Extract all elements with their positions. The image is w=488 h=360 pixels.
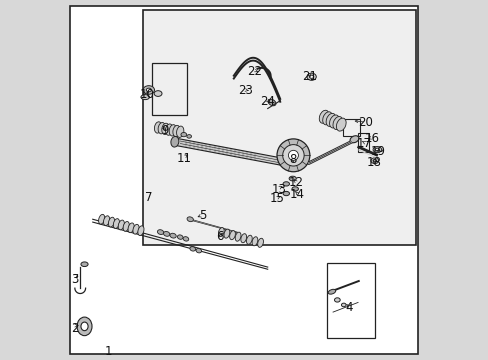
Ellipse shape: [176, 126, 183, 138]
Text: 16: 16: [364, 132, 379, 145]
Polygon shape: [175, 138, 289, 167]
Ellipse shape: [103, 216, 109, 225]
Text: 9: 9: [161, 124, 169, 137]
Ellipse shape: [341, 303, 346, 307]
Text: 24: 24: [260, 95, 275, 108]
Ellipse shape: [81, 262, 88, 266]
Ellipse shape: [372, 147, 381, 153]
Ellipse shape: [336, 118, 346, 131]
Ellipse shape: [224, 229, 229, 238]
Ellipse shape: [329, 115, 339, 128]
Ellipse shape: [146, 88, 151, 92]
Ellipse shape: [108, 217, 114, 227]
Bar: [151, 63, 187, 115]
Ellipse shape: [327, 289, 335, 294]
Text: 7: 7: [145, 191, 152, 204]
Ellipse shape: [157, 230, 163, 234]
Ellipse shape: [183, 237, 188, 241]
Ellipse shape: [118, 220, 124, 230]
Bar: [342, 119, 359, 136]
Ellipse shape: [113, 219, 119, 228]
Text: 22: 22: [246, 65, 262, 78]
Circle shape: [282, 145, 304, 166]
Ellipse shape: [173, 125, 180, 137]
Text: 19: 19: [370, 145, 385, 158]
Ellipse shape: [143, 86, 154, 94]
Ellipse shape: [165, 124, 172, 135]
Ellipse shape: [375, 148, 379, 151]
Ellipse shape: [257, 238, 263, 247]
Ellipse shape: [306, 73, 316, 80]
Ellipse shape: [241, 234, 246, 243]
Text: 1: 1: [104, 345, 112, 358]
Text: 18: 18: [366, 156, 381, 168]
Ellipse shape: [218, 228, 224, 237]
Circle shape: [276, 139, 309, 172]
Ellipse shape: [291, 187, 298, 191]
Text: 8: 8: [289, 153, 296, 166]
Text: 4: 4: [345, 301, 352, 314]
Ellipse shape: [99, 214, 104, 224]
Ellipse shape: [319, 110, 328, 123]
Bar: [357, 133, 368, 153]
Ellipse shape: [170, 136, 179, 147]
Text: 3: 3: [71, 273, 79, 286]
Text: 17: 17: [356, 137, 371, 150]
Ellipse shape: [283, 182, 289, 186]
Ellipse shape: [370, 158, 378, 163]
Ellipse shape: [322, 112, 332, 125]
Text: 6: 6: [215, 230, 223, 243]
Ellipse shape: [138, 226, 144, 235]
Ellipse shape: [133, 224, 139, 234]
Text: 2: 2: [71, 322, 79, 335]
Ellipse shape: [187, 217, 193, 222]
Ellipse shape: [77, 317, 92, 336]
Ellipse shape: [267, 99, 275, 106]
Ellipse shape: [154, 91, 162, 96]
Text: 14: 14: [289, 188, 304, 201]
Text: 15: 15: [269, 192, 284, 206]
Ellipse shape: [246, 235, 252, 244]
Ellipse shape: [186, 135, 191, 138]
Ellipse shape: [309, 75, 313, 78]
Text: 13: 13: [271, 183, 285, 196]
Text: 23: 23: [237, 84, 252, 97]
Ellipse shape: [154, 122, 162, 133]
Ellipse shape: [162, 123, 169, 135]
Text: 12: 12: [288, 176, 303, 189]
Ellipse shape: [334, 298, 340, 302]
Text: 21: 21: [302, 70, 316, 83]
Ellipse shape: [81, 322, 88, 330]
Ellipse shape: [169, 125, 176, 136]
Ellipse shape: [229, 231, 235, 240]
Ellipse shape: [189, 247, 195, 251]
Ellipse shape: [372, 159, 376, 162]
Ellipse shape: [181, 132, 186, 137]
Ellipse shape: [141, 95, 149, 100]
Bar: [326, 263, 374, 338]
Circle shape: [288, 150, 298, 160]
Ellipse shape: [163, 231, 169, 236]
Ellipse shape: [128, 223, 134, 233]
Ellipse shape: [332, 117, 342, 130]
Ellipse shape: [349, 136, 358, 143]
Text: 20: 20: [358, 116, 373, 129]
Ellipse shape: [283, 192, 289, 196]
Text: 11: 11: [176, 152, 191, 165]
Bar: [142, 10, 415, 245]
Ellipse shape: [158, 122, 165, 134]
Ellipse shape: [252, 237, 257, 246]
Ellipse shape: [235, 232, 241, 241]
Ellipse shape: [123, 221, 129, 231]
Text: 5: 5: [198, 209, 205, 222]
Ellipse shape: [325, 113, 335, 126]
Ellipse shape: [288, 176, 296, 181]
Ellipse shape: [169, 233, 176, 238]
Ellipse shape: [177, 235, 183, 239]
Ellipse shape: [196, 248, 201, 253]
Text: 10: 10: [140, 88, 155, 101]
